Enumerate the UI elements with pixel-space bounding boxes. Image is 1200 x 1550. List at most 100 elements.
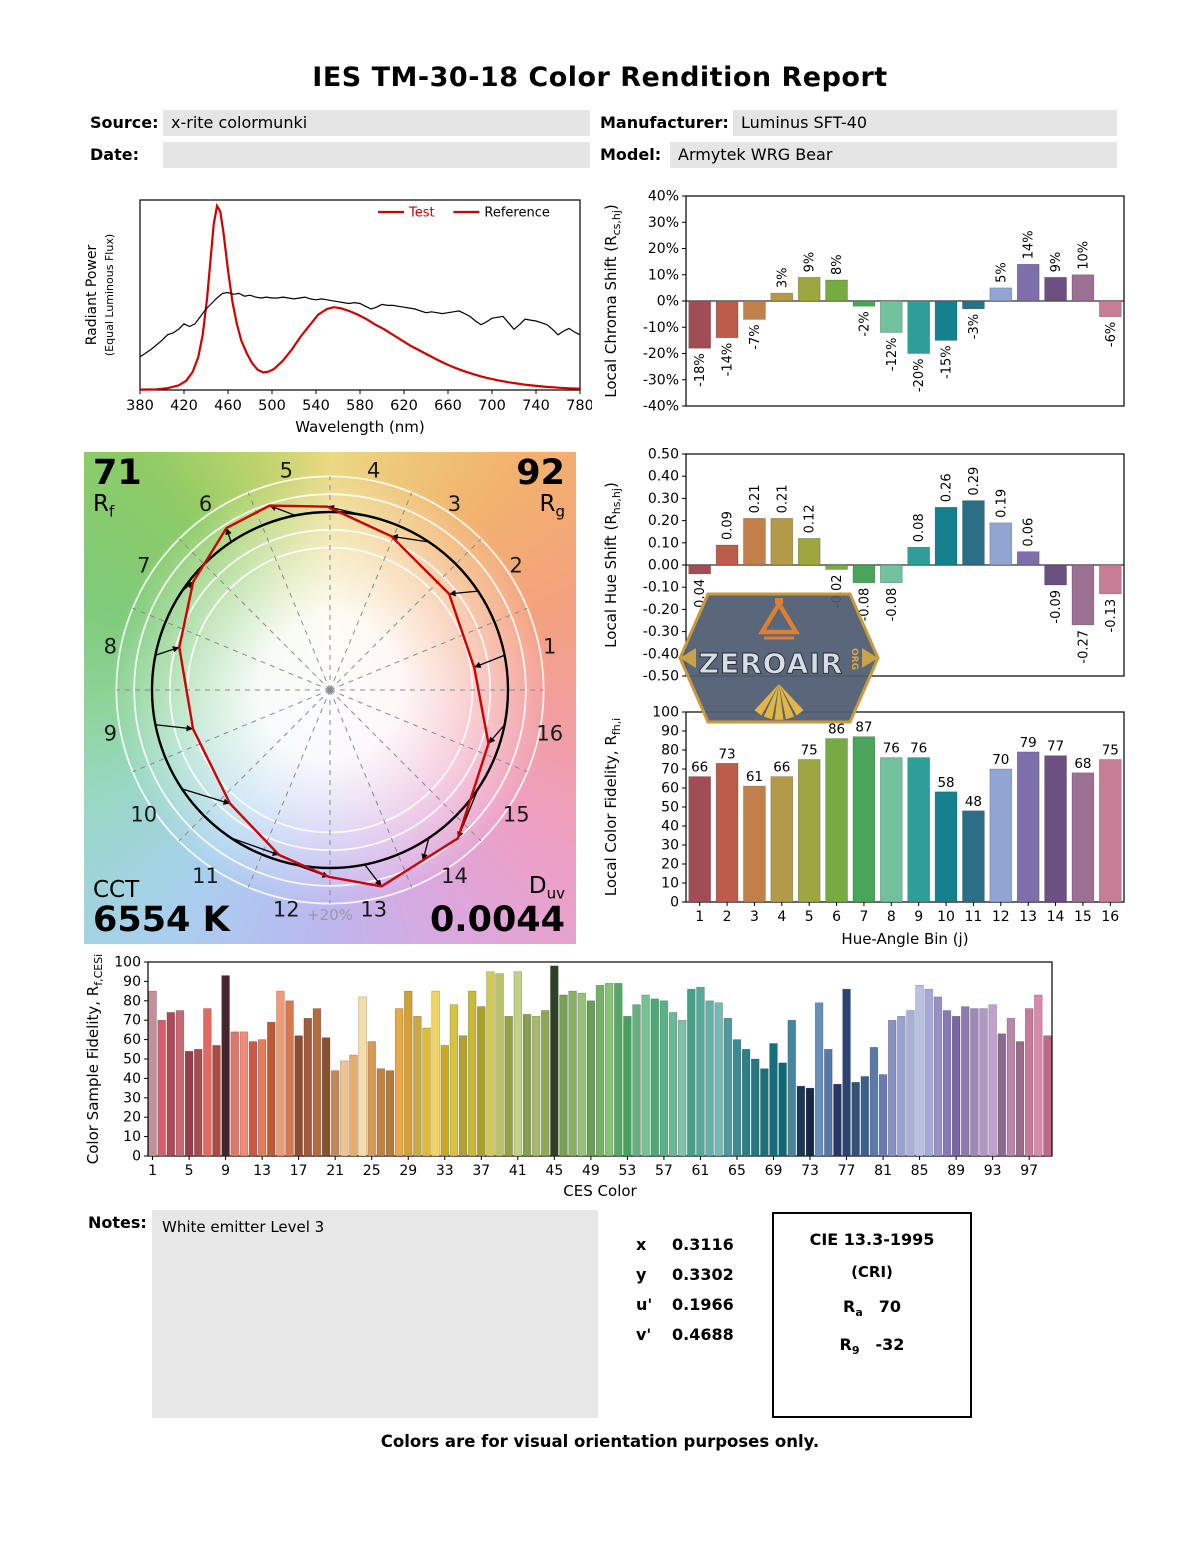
hue-bin-number: 13 — [360, 898, 387, 922]
x-axis-label: CES Color — [563, 1182, 637, 1200]
bar — [688, 300, 711, 349]
bar — [458, 1035, 468, 1157]
bar — [962, 810, 985, 903]
svg-text:-40%: -40% — [643, 399, 679, 415]
bar-value-label: -0.08 — [857, 588, 872, 622]
svg-text:30: 30 — [123, 1090, 141, 1106]
bar — [184, 1050, 194, 1157]
model-label: Model: — [600, 145, 662, 164]
bar — [824, 1049, 833, 1157]
bar — [770, 518, 794, 566]
svg-text:20%: 20% — [648, 241, 679, 257]
bar — [312, 1008, 322, 1157]
bar — [888, 1019, 897, 1157]
cvg-spoke — [329, 689, 413, 888]
bar — [787, 1019, 796, 1157]
svg-text:40: 40 — [123, 1071, 141, 1087]
bar-value-label: 61 — [746, 769, 763, 785]
svg-text:2: 2 — [723, 909, 732, 925]
bar — [797, 277, 821, 302]
svg-text:-0.20: -0.20 — [643, 602, 679, 618]
bar — [1043, 1035, 1052, 1157]
bar — [741, 1049, 751, 1157]
watermark-right-wing-icon — [862, 648, 878, 668]
bar — [852, 300, 876, 307]
bar — [340, 1060, 349, 1157]
bar — [1015, 1041, 1025, 1157]
cvg-spoke — [132, 689, 331, 773]
shift-arrow — [364, 864, 382, 887]
svg-text:73: 73 — [801, 1163, 819, 1179]
bar — [431, 990, 440, 1157]
bar — [1044, 564, 1067, 586]
watermark-fan-icon — [754, 684, 804, 720]
shift-arrow — [155, 724, 194, 732]
bar — [495, 973, 504, 1157]
bar — [212, 1045, 221, 1157]
bar — [1034, 994, 1043, 1157]
bar — [367, 1041, 376, 1157]
bar — [688, 776, 711, 903]
y-axis-label: Local Hue Shift (Rhs,hj) — [602, 482, 623, 648]
svg-text:50: 50 — [123, 1052, 141, 1068]
bar — [230, 1031, 239, 1157]
svg-text:1: 1 — [148, 1163, 157, 1179]
bar — [1044, 277, 1067, 302]
y-axis-label: Local Color Fidelity, Rfh,i — [602, 718, 623, 897]
cvg-spoke — [329, 689, 482, 842]
hue-bin-number: 16 — [536, 722, 563, 746]
bar — [989, 768, 1013, 903]
bar — [989, 522, 1013, 566]
bar — [732, 1039, 742, 1157]
bar-value-label: -20% — [912, 359, 927, 393]
bar — [194, 1049, 203, 1157]
svg-text:12: 12 — [992, 909, 1010, 925]
cvg-spoke — [178, 689, 331, 842]
bar — [413, 1016, 422, 1157]
svg-text:740: 740 — [522, 398, 550, 414]
cct-readout: CCT 6554 K — [93, 877, 230, 941]
notes-text: White emitter Level 3 — [162, 1218, 325, 1236]
shift-arrow — [449, 590, 479, 597]
bar — [568, 990, 577, 1157]
spd-svg: 380 420 460 500 540 580 620 660 700 740 780 Wavelen… — [84, 199, 594, 436]
bar — [632, 1004, 641, 1157]
bar — [705, 1000, 714, 1157]
cvg-spoke — [247, 492, 331, 691]
bar-value-label: 66 — [691, 760, 708, 776]
bar — [1016, 551, 1040, 566]
hue-bin-number: 1 — [543, 634, 556, 658]
bar-value-label: 8% — [830, 254, 845, 275]
chromaticity-row-v: v' 0.4688 — [636, 1325, 734, 1344]
legend-reference: Reference — [484, 206, 549, 221]
bar — [641, 994, 650, 1157]
hue-bin-number: 12 — [273, 898, 300, 922]
bar — [852, 564, 876, 584]
bar — [203, 1008, 212, 1157]
plus20-ring-label: +20% — [307, 906, 353, 924]
bar — [1071, 772, 1095, 903]
svg-text:50: 50 — [661, 800, 679, 816]
bar — [486, 971, 495, 1157]
bar — [376, 1068, 386, 1157]
bar — [541, 1010, 550, 1157]
bar — [897, 1016, 906, 1157]
svg-text:-10%: -10% — [643, 320, 679, 336]
watermark-org-text: ORG — [849, 648, 859, 670]
hue-bin-number: 4 — [367, 458, 380, 482]
bar-value-label: -2% — [857, 311, 872, 336]
svg-text:8: 8 — [887, 909, 896, 925]
svg-text:10: 10 — [937, 909, 955, 925]
svg-text:780: 780 — [566, 398, 592, 414]
cri-subtitle: (CRI) — [851, 1263, 893, 1281]
hue-bin-number: 15 — [503, 802, 530, 826]
svg-text:29: 29 — [399, 1163, 417, 1179]
chromaticity-row-x: x 0.3116 — [636, 1235, 734, 1254]
bar-value-label: -18% — [693, 353, 708, 387]
svg-text:500: 500 — [258, 398, 286, 414]
bar — [825, 738, 848, 903]
fidelity-svg: 1009080706050403020100661732613664755866… — [602, 705, 1125, 948]
svg-text:93: 93 — [984, 1163, 1002, 1179]
bar — [814, 1002, 824, 1157]
